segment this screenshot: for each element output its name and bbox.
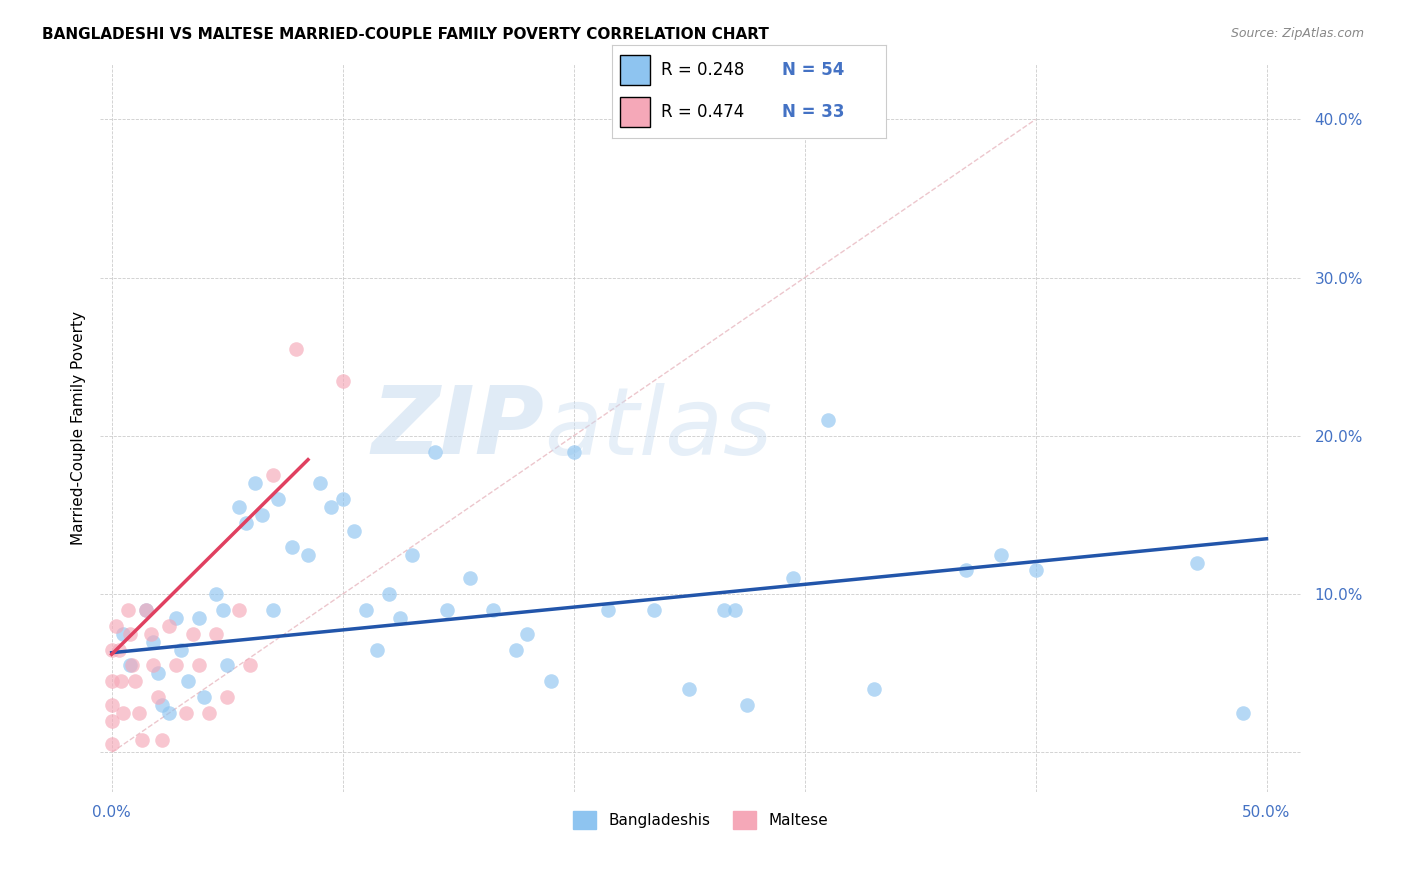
Point — [782, 571, 804, 585]
Point — [354, 603, 377, 617]
Point — [121, 658, 143, 673]
Point — [117, 603, 139, 617]
Point — [262, 603, 284, 617]
Point — [112, 626, 135, 640]
Point — [188, 611, 211, 625]
Point — [142, 634, 165, 648]
Point — [267, 492, 290, 507]
Point — [110, 674, 132, 689]
Point — [193, 690, 215, 704]
Point — [120, 626, 142, 640]
Legend: Bangladeshis, Maltese: Bangladeshis, Maltese — [567, 805, 834, 835]
Point — [401, 548, 423, 562]
Point — [197, 706, 219, 720]
Point — [181, 626, 204, 640]
Point — [250, 508, 273, 522]
Point — [516, 626, 538, 640]
Point — [188, 658, 211, 673]
Point — [239, 658, 262, 673]
Point — [713, 603, 735, 617]
FancyBboxPatch shape — [620, 97, 650, 127]
Text: ZIP: ZIP — [371, 382, 544, 474]
Point — [107, 642, 129, 657]
Point — [643, 603, 665, 617]
Point — [1187, 556, 1209, 570]
Point — [332, 374, 354, 388]
Point — [112, 706, 135, 720]
Text: R = 0.474: R = 0.474 — [661, 103, 744, 121]
Point — [735, 698, 758, 712]
Point — [228, 603, 250, 617]
Point — [217, 658, 239, 673]
Point — [389, 611, 412, 625]
Point — [262, 468, 284, 483]
Point — [105, 619, 128, 633]
Point — [505, 642, 527, 657]
Point — [423, 444, 446, 458]
Point — [955, 563, 977, 577]
Point — [135, 603, 157, 617]
Point — [120, 658, 142, 673]
Point — [297, 548, 319, 562]
Point — [540, 674, 562, 689]
Text: Source: ZipAtlas.com: Source: ZipAtlas.com — [1230, 27, 1364, 40]
Point — [124, 674, 146, 689]
Point — [100, 642, 122, 657]
Text: R = 0.248: R = 0.248 — [661, 61, 744, 78]
Point — [378, 587, 401, 601]
Point — [990, 548, 1012, 562]
Point — [128, 706, 150, 720]
Point — [343, 524, 366, 538]
Point — [100, 714, 122, 728]
Point — [228, 500, 250, 515]
Point — [1232, 706, 1254, 720]
Point — [481, 603, 503, 617]
Point — [817, 413, 839, 427]
Point — [211, 603, 233, 617]
Text: atlas: atlas — [544, 383, 773, 474]
FancyBboxPatch shape — [620, 55, 650, 85]
Text: N = 54: N = 54 — [782, 61, 844, 78]
Point — [165, 658, 187, 673]
Point — [142, 658, 165, 673]
Point — [235, 516, 257, 530]
Point — [204, 587, 226, 601]
Point — [281, 540, 304, 554]
Point — [1025, 563, 1047, 577]
Point — [458, 571, 481, 585]
Point — [152, 732, 174, 747]
Point — [562, 444, 585, 458]
Point — [217, 690, 239, 704]
Point — [308, 476, 330, 491]
Point — [146, 666, 169, 681]
Point — [285, 342, 308, 356]
Point — [157, 619, 180, 633]
Point — [152, 698, 174, 712]
Point — [204, 626, 226, 640]
Point — [100, 674, 122, 689]
Point — [174, 706, 197, 720]
Point — [678, 682, 700, 697]
Point — [366, 642, 388, 657]
Point — [157, 706, 180, 720]
Point — [863, 682, 886, 697]
Point — [243, 476, 266, 491]
Point — [436, 603, 458, 617]
Text: BANGLADESHI VS MALTESE MARRIED-COUPLE FAMILY POVERTY CORRELATION CHART: BANGLADESHI VS MALTESE MARRIED-COUPLE FA… — [42, 27, 769, 42]
Point — [100, 698, 122, 712]
Point — [724, 603, 747, 617]
Point — [598, 603, 620, 617]
Point — [100, 738, 122, 752]
Y-axis label: Married-Couple Family Poverty: Married-Couple Family Poverty — [72, 311, 86, 545]
Point — [332, 492, 354, 507]
Point — [177, 674, 200, 689]
Point — [165, 611, 187, 625]
Point — [146, 690, 169, 704]
Point — [319, 500, 342, 515]
Text: N = 33: N = 33 — [782, 103, 844, 121]
Point — [170, 642, 193, 657]
Point — [135, 603, 157, 617]
Point — [139, 626, 162, 640]
Point — [131, 732, 153, 747]
